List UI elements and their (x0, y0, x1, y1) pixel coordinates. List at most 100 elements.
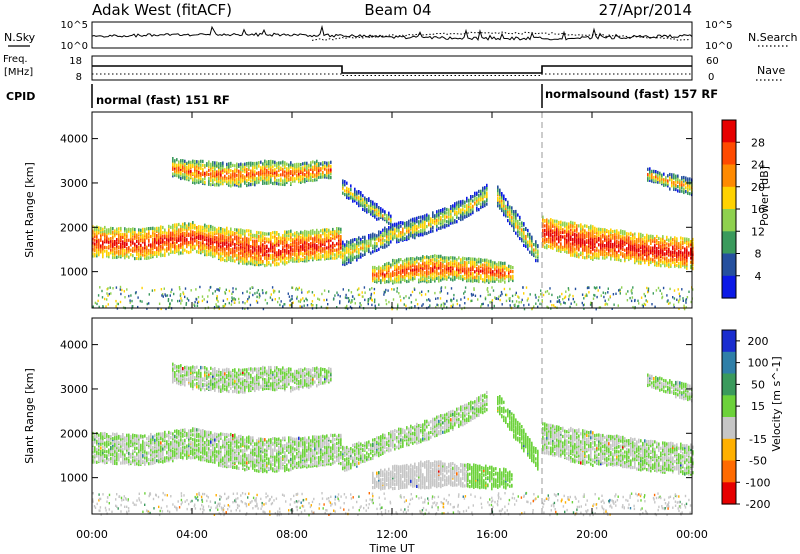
echo-cell (254, 243, 256, 247)
echo-cell (188, 171, 190, 175)
echo-cell (529, 239, 531, 243)
echo-cell (464, 276, 466, 280)
echo-cell (266, 260, 268, 264)
echo-cell (312, 160, 314, 164)
echo-cell (380, 280, 382, 285)
echo-cell (412, 229, 414, 233)
echo-cell (450, 266, 452, 271)
echo-cell (264, 255, 266, 259)
echo-cell (230, 243, 232, 247)
echo-cell (126, 229, 128, 234)
echo-cell (380, 214, 382, 218)
echo-cell (676, 242, 678, 246)
echo-cell (426, 271, 428, 275)
echo-cell (248, 229, 250, 233)
echo-cell (652, 249, 654, 253)
echo-cell (578, 253, 580, 257)
echo-cell (436, 210, 438, 214)
echo-cell (556, 237, 558, 241)
echo-cell (180, 159, 182, 163)
echo-cell (186, 177, 188, 181)
echo-cell (266, 256, 268, 261)
echo-cell (664, 259, 666, 263)
echo-cell (638, 249, 640, 253)
echo-cell (280, 238, 282, 242)
echo-cell (176, 225, 178, 229)
echo-cell (362, 235, 364, 239)
echo-cell (586, 224, 588, 228)
echo-cell (206, 253, 208, 257)
echo-cell (476, 200, 478, 204)
echo-cell (290, 252, 292, 256)
echo-cell (344, 248, 346, 252)
echo-cell (414, 234, 416, 238)
echo-cell (196, 250, 198, 254)
echo-cell (152, 254, 154, 258)
echo-cell (482, 267, 484, 271)
echo-cell (550, 240, 552, 244)
echo-cell (590, 240, 592, 244)
echo-cell (410, 264, 412, 268)
echo-cell (222, 178, 224, 182)
echo-cell (264, 161, 266, 165)
echo-cell (246, 262, 248, 266)
echo-cell (344, 247, 346, 251)
echo-cell (318, 240, 320, 244)
echo-cell (320, 162, 322, 166)
echo-cell (246, 256, 248, 261)
echo-cell (584, 224, 586, 228)
echo-cell (476, 203, 478, 207)
echo-cell (390, 274, 392, 278)
echo-cell (497, 200, 499, 204)
echo-cell (328, 238, 330, 242)
echo-cell (386, 220, 388, 224)
echo-cell (484, 278, 486, 282)
echo-cell (136, 244, 138, 248)
echo-cell (656, 251, 658, 255)
echo-cell (274, 250, 276, 254)
echo-cell (416, 224, 418, 229)
echo-cell (586, 254, 588, 258)
echo-cell (284, 254, 286, 258)
echo-cell (178, 163, 180, 167)
echo-cell (200, 163, 202, 167)
echo-cell (564, 242, 566, 246)
freq-label: Freq. (3, 54, 28, 65)
echo-cell (184, 175, 186, 179)
echo-cell (406, 274, 408, 278)
echo-cell (236, 230, 238, 234)
echo-cell (312, 178, 314, 183)
echo-cell (208, 252, 210, 256)
echo-cell (178, 252, 180, 256)
echo-cell (282, 255, 284, 259)
echo-cell (692, 241, 694, 245)
echo-cell (656, 254, 658, 258)
echo-cell (404, 277, 406, 281)
echo-cell (216, 172, 218, 177)
echo-cell (606, 238, 608, 242)
echo-cell (194, 246, 196, 250)
echo-cell (222, 238, 224, 242)
echo-cell (364, 246, 366, 250)
echo-cell (484, 275, 486, 279)
echo-cell (572, 245, 574, 249)
echo-cell (474, 270, 476, 274)
echo-cell (296, 168, 298, 172)
echo-cell (664, 257, 666, 261)
echo-cell (348, 196, 350, 200)
echo-cell (240, 256, 242, 260)
echo-cell (290, 237, 292, 241)
echo-cell (418, 267, 420, 271)
echo-cell (230, 229, 232, 233)
echo-cell (174, 162, 176, 166)
echo-cell (594, 229, 596, 233)
echo-cell (450, 277, 452, 281)
echo-cell (430, 258, 432, 262)
echo-cell (306, 161, 308, 165)
echo-cell (344, 180, 346, 184)
echo-cell (604, 255, 606, 259)
echo-cell (662, 245, 664, 249)
echo-cell (228, 230, 230, 234)
echo-cell (678, 252, 680, 256)
echo-cell (674, 253, 676, 257)
